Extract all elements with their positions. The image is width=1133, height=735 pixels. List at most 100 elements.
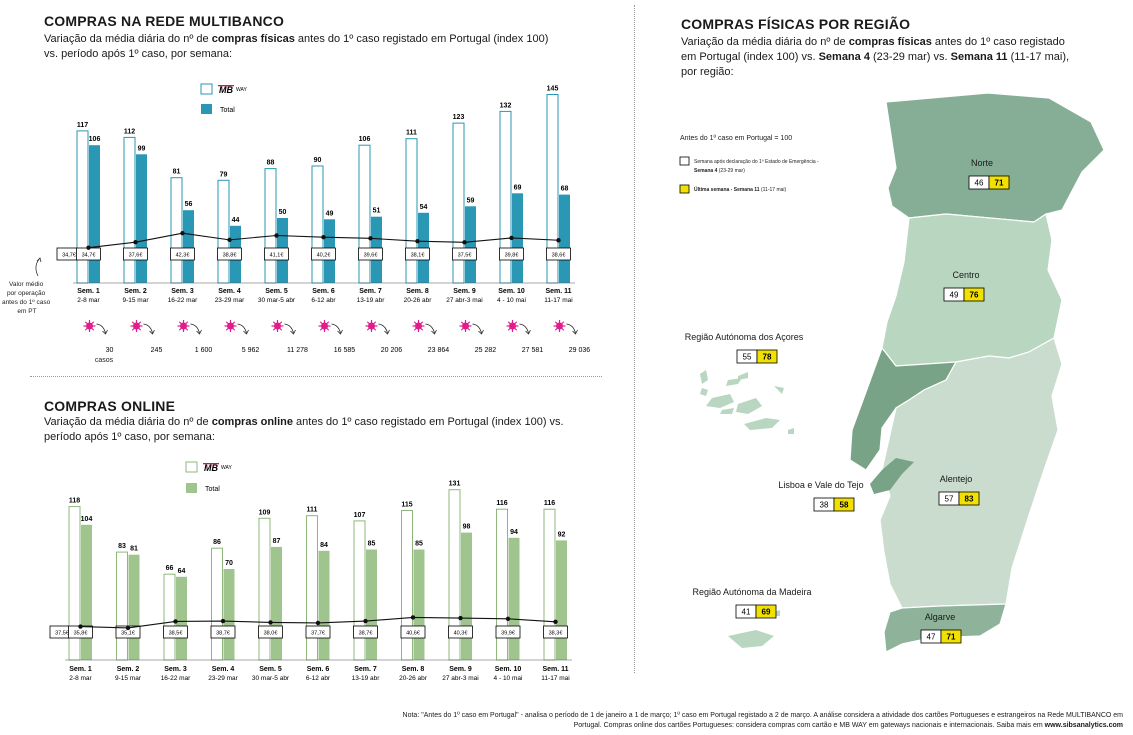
bar-mbway[interactable]	[405, 138, 418, 284]
bar-mbway[interactable]	[258, 517, 271, 661]
avg-ticket-point	[410, 615, 416, 620]
column-divider	[634, 5, 635, 673]
virus-icon	[506, 320, 519, 332]
region-w11-value: 69	[762, 608, 771, 617]
portugal-map: Antes do 1º caso em Portugal = 100 Seman…	[679, 92, 1105, 653]
region-w11-box	[756, 349, 778, 364]
bar-mbway[interactable]	[163, 573, 176, 661]
madeira-island	[728, 630, 774, 648]
avg-ticket-label: 37,7€	[311, 631, 325, 637]
bar-total[interactable]	[508, 537, 520, 660]
bar-total[interactable]	[176, 576, 187, 660]
category-date: 9-15 mar	[122, 297, 149, 304]
avg-ticket-box	[217, 247, 242, 261]
bar-total[interactable]	[556, 540, 567, 660]
avg-ticket-label: 39,6€	[364, 253, 378, 259]
bar-total[interactable]	[128, 554, 140, 660]
bar-total[interactable]	[366, 549, 377, 661]
avg-ticket-box	[495, 625, 521, 639]
bar-mbway-label: 117	[77, 122, 88, 129]
cases-value: 25 282	[475, 347, 497, 354]
legend-mbway-logo: MB	[204, 463, 218, 473]
virus-icon	[224, 320, 237, 332]
category-date: 30 mar-5 abr	[252, 675, 290, 682]
mbway-logo-mark	[218, 85, 234, 87]
bar-mbway[interactable]	[211, 547, 223, 661]
bar-total-label: 50	[279, 209, 287, 216]
region-w11-box	[755, 604, 777, 619]
avg-ticket-box	[405, 247, 430, 261]
bar-total[interactable]	[465, 206, 476, 283]
bar-total[interactable]	[559, 194, 570, 283]
bar-total[interactable]	[461, 532, 472, 660]
bar-total[interactable]	[318, 550, 330, 660]
avg-ticket-point	[553, 619, 558, 625]
legend-mbway-swatch	[185, 461, 198, 473]
avg-ticket-point	[458, 615, 463, 621]
avg-ticket-box	[499, 247, 524, 261]
category-label: Sem. 11	[542, 666, 568, 673]
category-label: Sem. 2	[117, 666, 140, 673]
bar-mbway[interactable]	[264, 168, 277, 284]
bar-total[interactable]	[89, 145, 100, 283]
avg-ticket-box	[353, 625, 378, 639]
bar-total[interactable]	[223, 569, 235, 660]
category-date: 6-12 abr	[311, 297, 336, 304]
legend-mbway-logo: MB	[219, 85, 233, 95]
avg-ticket-box	[311, 247, 336, 261]
avg-ticket-baseline-label: 34,7€	[62, 253, 76, 259]
avg-ticket-label: 35,1€	[121, 631, 135, 637]
virus-icon	[130, 320, 143, 332]
legend-w11-swatch	[679, 184, 690, 194]
trend-arrow	[519, 323, 529, 334]
legend-mbway-word: WAY	[236, 87, 247, 93]
category-date: 20-26 abr	[404, 297, 433, 304]
online-legend: MB WAY Total	[185, 461, 232, 493]
footnote: Nota: "Antes do 1º caso em Portugal" - a…	[402, 712, 1123, 729]
bar-mbway[interactable]	[353, 520, 366, 661]
category-label: Sem. 7	[354, 666, 377, 673]
region-subtitle: Variação da média diária do nº de compra…	[681, 36, 1070, 78]
avg-ticket-point	[86, 245, 91, 250]
bar-total[interactable]	[81, 524, 92, 660]
category-label: Sem. 1	[77, 288, 100, 295]
category-date: 4 - 10 mai	[497, 297, 526, 304]
bar-total[interactable]	[413, 549, 425, 661]
category-label: Sem. 4	[212, 666, 235, 673]
avg-ticket-point	[363, 618, 368, 624]
virus-icon	[318, 320, 331, 332]
bar-mbway[interactable]	[311, 165, 324, 284]
category-date: 2-8 mar	[69, 675, 92, 682]
region-name: Lisboa e Vale do Tejo	[778, 480, 863, 490]
bar-total[interactable]	[271, 546, 282, 660]
virus-icon	[177, 320, 190, 332]
bar-mbway[interactable]	[217, 179, 230, 284]
bar-mbway[interactable]	[358, 144, 371, 284]
online-title: COMPRAS ONLINE	[44, 398, 176, 414]
bar-total[interactable]	[136, 154, 147, 283]
category-label: Sem. 8	[406, 288, 429, 295]
region-norte[interactable]	[885, 92, 1105, 223]
avg-ticket-box	[543, 625, 568, 639]
avg-ticket-point	[78, 624, 83, 629]
bar-mbway-label: 88	[267, 160, 275, 167]
bar-mbway-label: 109	[259, 509, 271, 516]
trend-arrowhead	[525, 329, 531, 335]
avg-ticket-point	[180, 231, 185, 236]
bar-mbway[interactable]	[116, 551, 128, 661]
bar-mbway[interactable]	[123, 136, 136, 284]
bar-mbway-label: 131	[449, 481, 461, 488]
trend-arrowhead	[384, 329, 390, 335]
bar-mbway-label: 115	[401, 502, 412, 509]
category-label: Sem. 7	[359, 288, 382, 295]
avg-ticket-point	[274, 233, 279, 238]
avg-ticket-label: 40,6€	[406, 631, 420, 637]
legend-total-swatch	[186, 483, 197, 493]
bar-mbway[interactable]	[170, 177, 183, 284]
bar-total[interactable]	[183, 210, 194, 283]
avg-ticket-label: 38,3€	[549, 631, 563, 637]
category-date: 11-17 mai	[544, 297, 572, 304]
cases-value: 16 585	[334, 347, 356, 354]
region-name: Centro	[952, 270, 979, 280]
